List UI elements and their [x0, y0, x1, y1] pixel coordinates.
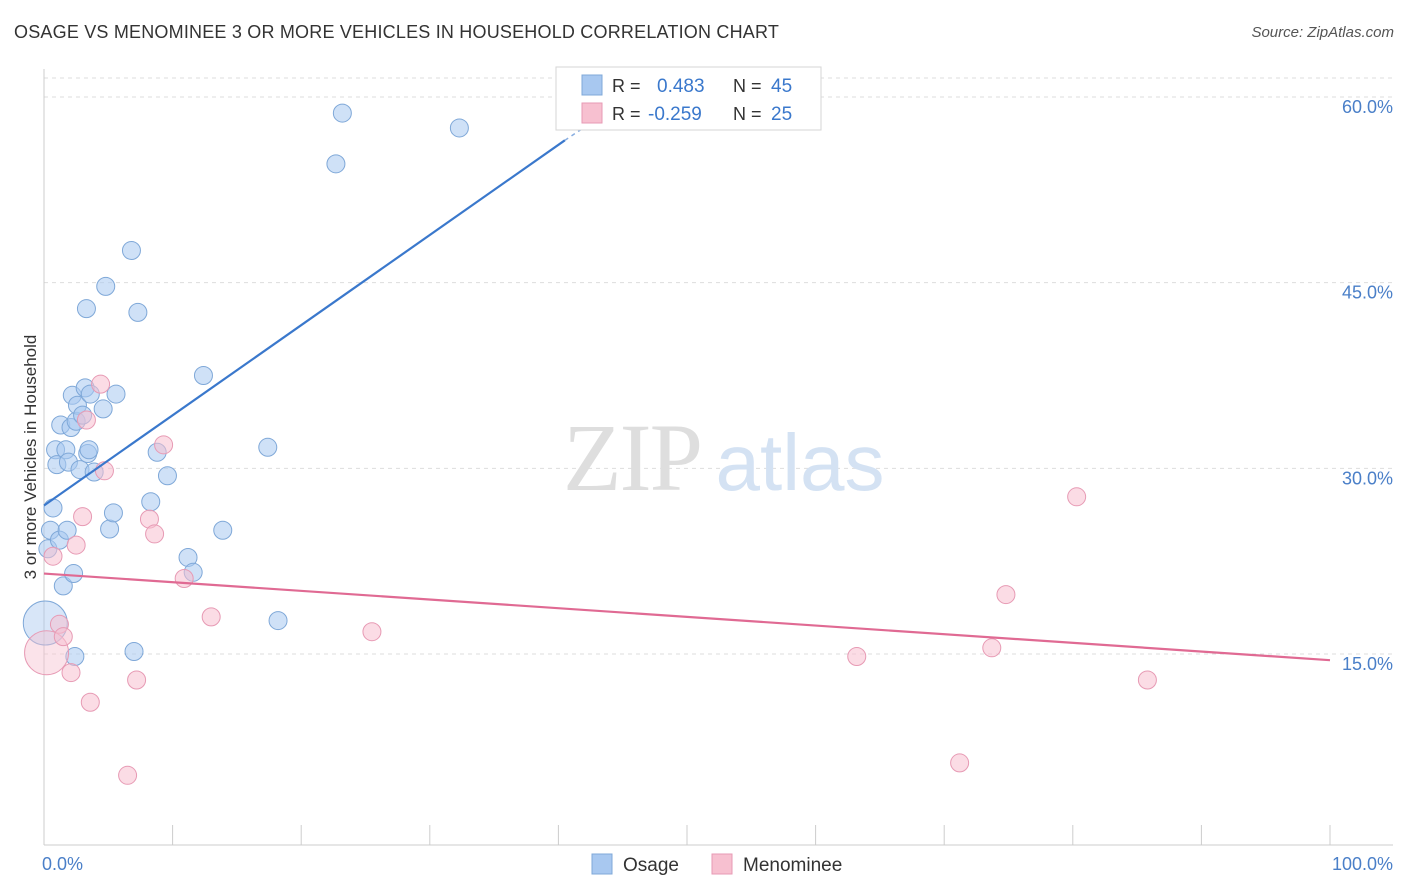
y-tick-label: 30.0%	[1342, 468, 1393, 488]
osage-point	[103, 503, 123, 523]
menominee-point	[847, 646, 867, 666]
osage-point	[332, 103, 352, 123]
menominee-point	[118, 765, 138, 785]
menominee-point	[982, 638, 1002, 658]
y-axis-label-group: 3 or more Vehicles in Household	[21, 335, 40, 580]
series-legend: Osage Menominee	[591, 853, 842, 876]
stats-menominee-n-value: 25	[771, 104, 792, 125]
stats-menominee-n-label: N =	[733, 104, 762, 124]
legend-osage-swatch	[591, 853, 613, 875]
menominee-point	[154, 435, 174, 455]
osage-point	[157, 466, 177, 486]
osage-point	[128, 302, 148, 322]
axis-layer	[43, 69, 1393, 846]
chart-title: OSAGE VS MENOMINEE 3 OR MORE VEHICLES IN…	[14, 22, 780, 42]
osage-point	[326, 154, 346, 174]
menominee-point	[362, 622, 382, 642]
x-tick-label: 100.0%	[1332, 854, 1393, 874]
menominee-point	[950, 753, 970, 773]
osage-point	[79, 440, 99, 460]
menominee-point	[76, 410, 96, 430]
menominee-point	[127, 670, 147, 690]
menominee-point	[91, 374, 111, 394]
y-tick-label: 15.0%	[1342, 654, 1393, 674]
menominee-point	[145, 524, 165, 544]
osage-point	[268, 611, 288, 631]
watermark-zip: ZIP	[563, 404, 701, 511]
menominee-trend-line	[43, 572, 1331, 662]
menominee-point	[996, 585, 1016, 605]
osage-point	[258, 437, 278, 457]
legend-menominee-swatch	[711, 853, 733, 875]
osage-point	[93, 399, 113, 419]
menominee-point	[174, 568, 194, 588]
tick-labels: 15.0% 30.0% 45.0% 60.0% 0.0% 100.0%	[42, 97, 1393, 874]
stats-osage-r-label: R =	[612, 76, 641, 96]
osage-point	[96, 276, 116, 296]
menominee-point	[201, 607, 221, 627]
osage-point	[57, 520, 77, 540]
stats-menominee-r-label: R =	[612, 104, 641, 124]
y-tick-label: 45.0%	[1342, 283, 1393, 303]
osage-point	[124, 642, 144, 662]
menominee-point	[1137, 670, 1157, 690]
watermark: ZIP atlas	[563, 404, 884, 511]
watermark-atlas: atlas	[716, 418, 885, 507]
y-tick-label: 60.0%	[1342, 97, 1393, 117]
grid-layer	[44, 77, 1393, 655]
legend-osage-label: Osage	[623, 855, 679, 876]
osage-point	[449, 118, 469, 138]
menominee-point	[66, 535, 86, 555]
stats-menominee-swatch	[581, 102, 603, 124]
stats-osage-n-value: 45	[771, 76, 792, 97]
osage-point	[100, 519, 120, 539]
osage-point	[64, 564, 84, 584]
menominee-point	[53, 627, 73, 647]
menominee-point	[61, 663, 81, 683]
osage-point	[76, 299, 96, 319]
stats-osage-swatch	[581, 74, 603, 96]
menominee-point	[94, 461, 114, 481]
source-credit: Source: ZipAtlas.com	[1251, 24, 1394, 41]
x-tick-label: 0.0%	[42, 854, 83, 874]
menominee-point	[43, 546, 63, 566]
stats-osage-r-value: 0.483	[657, 76, 705, 97]
points-layer	[22, 103, 1157, 785]
osage-point	[193, 366, 213, 385]
menominee-point	[80, 692, 100, 712]
osage-point	[213, 520, 233, 540]
osage-point	[43, 498, 63, 518]
menominee-point	[73, 507, 93, 527]
stats-legend: R = 0.483 N = 45 R = -0.259 N = 25	[555, 66, 822, 131]
osage-point	[141, 492, 161, 512]
osage-point	[53, 576, 73, 596]
menominee-point	[1067, 487, 1087, 507]
trend-layer	[43, 83, 1331, 662]
stats-menominee-r-value: -0.259	[648, 104, 702, 125]
osage-point	[106, 384, 126, 404]
y-axis-label: 3 or more Vehicles in Household	[21, 335, 40, 580]
stats-osage-n-label: N =	[733, 76, 762, 96]
osage-trend-line	[43, 139, 566, 507]
osage-point	[121, 240, 141, 260]
legend-menominee-label: Menominee	[743, 855, 842, 876]
